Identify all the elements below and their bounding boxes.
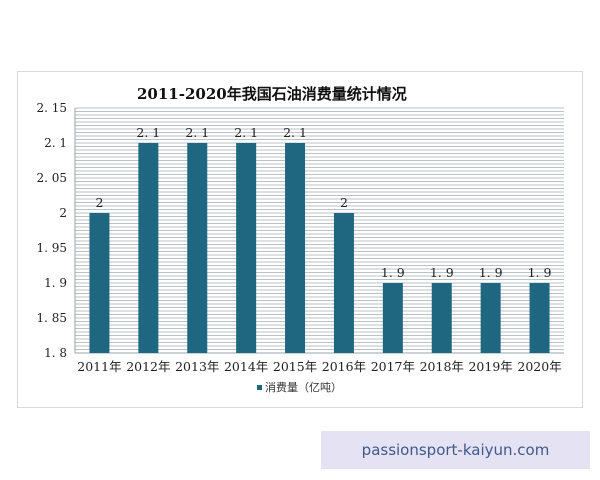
legend-label: 消费量（亿吨）	[265, 380, 342, 394]
data-label: 1. 9	[430, 265, 454, 280]
data-label: 2	[95, 195, 103, 210]
bar	[431, 283, 452, 353]
y-tick-label: 2. 1	[44, 136, 67, 150]
x-tick-label: 2020年	[517, 359, 561, 374]
bar	[333, 213, 354, 353]
x-tick-label: 2011年	[77, 359, 121, 374]
legend-swatch	[257, 385, 262, 390]
x-axis-ticks: 2011年 2012年 2013年 2014年 2015年 2016年 2017年 2018年…	[77, 359, 561, 374]
y-tick-label: 2	[59, 206, 67, 220]
watermark-banner: passionsport-kaiyun.com	[321, 431, 590, 469]
bar-layer	[89, 143, 550, 353]
bar	[480, 283, 501, 353]
x-tick-label: 2014年	[224, 359, 268, 374]
data-label: 2. 1	[185, 125, 209, 140]
bar	[382, 283, 403, 353]
y-tick-label: 2. 05	[36, 171, 67, 185]
watermark-text: passionsport-kaiyun.com	[361, 441, 550, 459]
bar	[285, 143, 306, 353]
chart-title: 2011-2020年我国石油消费量统计情况	[137, 85, 407, 103]
chart-card: 2. 15 2. 1 2. 05 2 1. 95 1. 9 1. 85 1. 8 2011年 2…	[17, 71, 583, 408]
y-axis-ticks: 2. 15 2. 1 2. 05 2 1. 95 1. 9 1. 85 1. 8	[36, 101, 67, 360]
bar	[89, 213, 110, 353]
bar	[138, 143, 159, 353]
data-label: 1. 9	[381, 265, 405, 280]
data-label: 2. 1	[136, 125, 160, 140]
data-label: 1. 9	[479, 265, 503, 280]
bar	[236, 143, 257, 353]
legend: 消费量（亿吨）	[257, 380, 342, 394]
x-tick-label: 2012年	[126, 359, 170, 374]
bar	[187, 143, 208, 353]
y-tick-label: 1. 95	[36, 241, 67, 255]
x-tick-label: 2015年	[273, 359, 317, 374]
data-label: 2. 1	[234, 125, 258, 140]
x-tick-label: 2019年	[468, 359, 512, 374]
x-tick-label: 2018年	[420, 359, 464, 374]
x-tick-label: 2017年	[371, 359, 415, 374]
x-tick-label: 2013年	[175, 359, 219, 374]
data-label: 2. 1	[283, 125, 307, 140]
y-tick-label: 1. 85	[36, 311, 67, 325]
y-tick-label: 1. 8	[44, 346, 67, 360]
data-label: 2	[340, 195, 348, 210]
data-label: 1. 9	[528, 265, 552, 280]
bar	[529, 283, 550, 353]
y-tick-label: 2. 15	[36, 101, 67, 115]
x-tick-label: 2016年	[322, 359, 366, 374]
y-tick-label: 1. 9	[44, 276, 67, 290]
data-labels: 2 2. 1 2. 1 2. 1 2. 1 2 1. 9 1. 9 1. 9 1. 9	[95, 125, 551, 280]
